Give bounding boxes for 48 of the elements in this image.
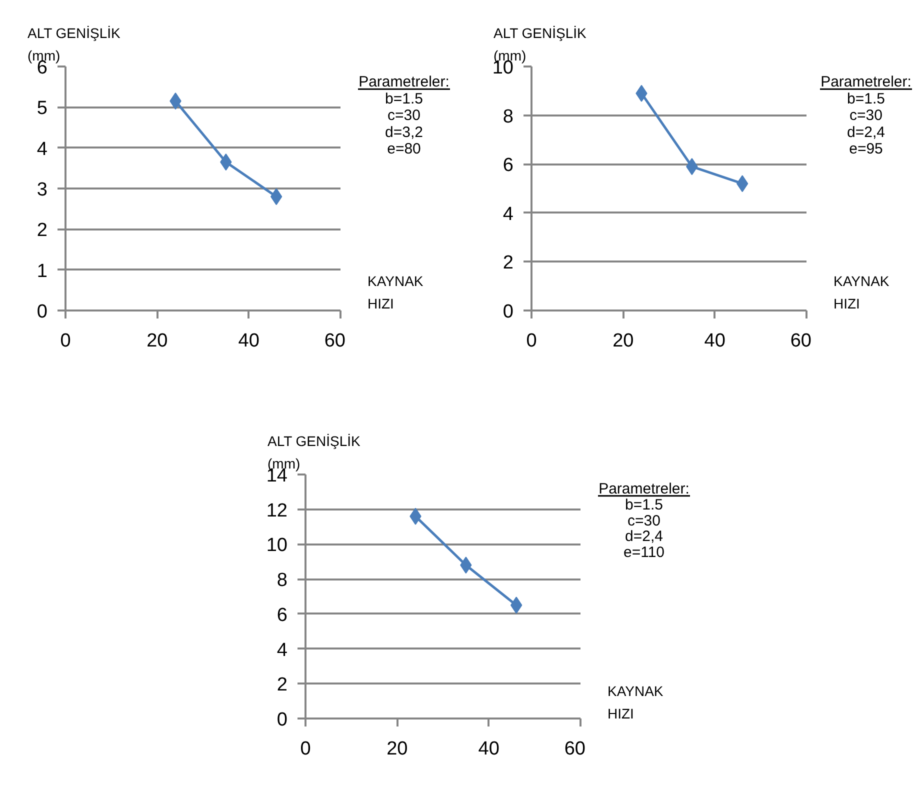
x-tick-label: 20 [612, 330, 634, 352]
x-axis-title: KAYNAK HIZI [368, 273, 424, 312]
y-tick-label: 5 [36, 98, 48, 120]
x-tick-label: 20 [386, 738, 408, 760]
y-tick-label: 3 [36, 180, 48, 200]
text: Parametreler: [598, 480, 690, 498]
y-tick-label: 6 [502, 155, 514, 176]
x-tick-label: 40 [478, 738, 500, 760]
x-axis-title: KAYNAK HIZI [608, 683, 664, 722]
text: Parametreler: [820, 73, 912, 90]
y-tick-label: 0 [276, 710, 288, 730]
y-tick-label: 0 [36, 302, 48, 322]
y-tick-label: 12 [266, 500, 288, 522]
x-tick-label: 40 [704, 330, 726, 352]
y-tick-label: 8 [502, 106, 514, 128]
y-tick-label: 4 [276, 640, 288, 661]
x-axis-title: KAYNAK HIZI [834, 273, 890, 312]
text: b=1.5 [625, 496, 663, 514]
text: e=80 [387, 140, 421, 158]
x-tick-label: 40 [238, 330, 260, 352]
y-tick-label: 2 [502, 252, 514, 274]
y-tick-label: 2 [36, 220, 48, 242]
text: d=2,4 [847, 124, 885, 141]
text: c=30 [850, 107, 882, 124]
y-tick-label: 8 [276, 570, 288, 592]
x-tick-label: 0 [60, 330, 71, 352]
text: Parametreler: [358, 73, 450, 90]
y-tick-label: 1 [36, 260, 48, 282]
text: c=30 [628, 512, 660, 530]
y-tick-label: 0 [502, 302, 514, 322]
x-tick-label: 0 [526, 330, 537, 352]
text: c=30 [388, 107, 420, 124]
text: e=110 [623, 544, 665, 562]
x-tick-label: 60 [324, 330, 346, 352]
y-tick-label: 2 [276, 674, 288, 696]
text: d=2,4 [625, 528, 663, 546]
y-tick-label: 4 [502, 204, 514, 225]
text: d=3,2 [385, 124, 423, 141]
y-tick-label: 6 [276, 604, 288, 626]
text: e=95 [849, 140, 883, 158]
text: b=1.5 [847, 90, 885, 108]
x-tick-label: 60 [790, 330, 812, 352]
x-tick-label: 0 [300, 738, 311, 760]
text: b=1.5 [385, 90, 423, 108]
y-tick-label: 10 [266, 535, 288, 556]
x-tick-label: 20 [146, 330, 168, 352]
y-tick-label: 4 [36, 138, 48, 160]
x-tick-label: 60 [564, 738, 586, 760]
